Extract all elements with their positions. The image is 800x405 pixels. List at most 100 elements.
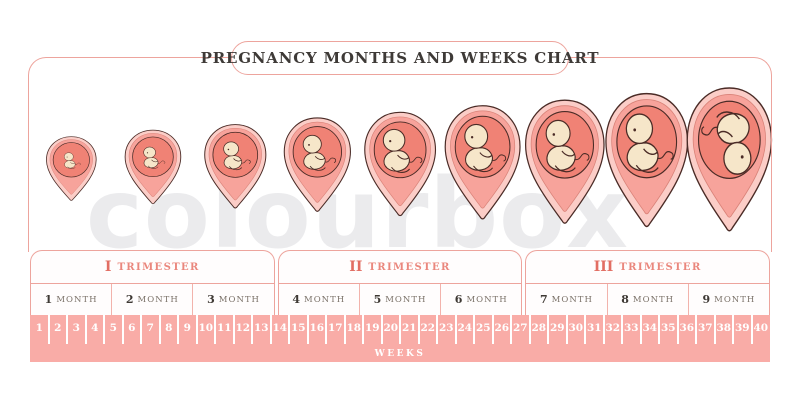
week-number: 3 (72, 322, 80, 334)
week-number: 12 (235, 322, 251, 334)
week-cell-19: 19 (363, 315, 382, 362)
week-number: 40 (753, 322, 769, 334)
week-number: 19 (364, 322, 380, 334)
week-number: 9 (183, 322, 191, 334)
fetus-month-8 (597, 88, 696, 236)
week-number: 30 (568, 322, 584, 334)
month-label: MONTH (137, 294, 179, 305)
week-cell-22: 22 (419, 315, 438, 362)
month-label: MONTH (385, 294, 427, 305)
trimester-numeral: I (104, 259, 112, 275)
month-cell-3: 3 MONTH (193, 284, 273, 315)
week-number: 13 (253, 322, 269, 334)
week-cell-30: 30 (567, 315, 586, 362)
month-label: MONTH (466, 294, 508, 305)
week-number: 11 (216, 322, 232, 334)
weeks-axis-label: WEEKS (374, 349, 426, 359)
week-cell-12: 12 (234, 315, 253, 362)
week-cell-4: 4 (86, 315, 105, 362)
months-row: 7 MONTH 8 MONTH 9 MONTH (526, 284, 769, 315)
month-number: 1 (44, 293, 53, 306)
week-cell-8: 8 (160, 315, 179, 362)
fetus-month-3 (198, 121, 273, 214)
week-number: 26 (494, 322, 510, 334)
trimester-month-table: I TRIMESTER 1 MONTH 2 MONTH 3 MONTH II TRIMESTER 4… (30, 250, 771, 315)
week-number: 7 (146, 322, 154, 334)
month-number: 4 (292, 293, 300, 306)
week-cell-37: 37 (696, 315, 715, 362)
trimester-box-i: I TRIMESTER 1 MONTH 2 MONTH 3 MONTH (30, 250, 275, 315)
week-number: 16 (309, 322, 325, 334)
month-cell-7: 7 MONTH (526, 284, 608, 315)
trimester-numeral: III (593, 259, 614, 275)
week-cell-16: 16 (308, 315, 327, 362)
fetus-month-9 (678, 82, 781, 241)
trimester-numeral: II (349, 259, 363, 275)
week-number: 18 (346, 322, 362, 334)
trimester-box-iii: III TRIMESTER 7 MONTH 8 MONTH 9 MONTH (525, 250, 771, 315)
week-cell-34: 34 (641, 315, 660, 362)
fetus-month-6 (437, 101, 528, 227)
week-cell-26: 26 (493, 315, 512, 362)
week-cell-24: 24 (456, 315, 475, 362)
week-cell-36: 36 (678, 315, 697, 362)
trimester-label: TRIMESTER (619, 261, 702, 273)
week-cell-39: 39 (733, 315, 752, 362)
week-number: 22 (420, 322, 436, 334)
week-cell-18: 18 (345, 315, 364, 362)
week-number: 28 (531, 322, 547, 334)
week-number: 8 (165, 322, 173, 334)
month-cell-8: 8 MONTH (608, 284, 689, 315)
week-number: 25 (475, 322, 491, 334)
week-cell-9: 9 (178, 315, 197, 362)
trimester-header: I TRIMESTER (31, 251, 274, 284)
chart-frame (28, 57, 772, 252)
fetus-month-2 (119, 127, 187, 209)
trimester-label: TRIMESTER (117, 261, 200, 273)
week-number: 37 (697, 322, 713, 334)
week-cell-2: 2 (49, 315, 68, 362)
month-label: MONTH (304, 294, 346, 305)
trimester-header: III TRIMESTER (526, 251, 770, 284)
week-cell-25: 25 (474, 315, 493, 362)
trimester-box-ii: II TRIMESTER 4 MONTH 5 MONTH 6 MONTH (277, 250, 523, 315)
week-cell-13: 13 (252, 315, 271, 362)
month-number: 2 (125, 293, 134, 306)
week-cell-15: 15 (289, 315, 308, 362)
fetus-illustration-row (45, 82, 781, 241)
week-number: 32 (605, 322, 621, 334)
week-cell-11: 11 (215, 315, 234, 362)
month-number: 7 (540, 293, 548, 306)
months-row: 1 MONTH 2 MONTH 3 MONTH (31, 284, 274, 315)
week-cell-31: 31 (585, 315, 604, 362)
week-cell-29: 29 (548, 315, 567, 362)
months-row: 4 MONTH 5 MONTH 6 MONTH (279, 284, 522, 315)
month-number: 8 (621, 293, 629, 306)
week-number: 35 (660, 322, 676, 334)
weeks-axis-band: 1 2 3 4 5 6 7 8 9 10 11 12 13 14 15 16 17 18 19 20 21 22 23 24 2… (30, 315, 770, 362)
week-number: 20 (383, 322, 399, 334)
month-label: MONTH (714, 294, 756, 305)
month-cell-5: 5 MONTH (360, 284, 442, 315)
week-cell-32: 32 (604, 315, 623, 362)
week-number: 24 (457, 322, 473, 334)
week-number: 10 (198, 322, 214, 334)
week-number: 21 (401, 322, 417, 334)
month-number: 9 (702, 293, 711, 306)
week-number: 17 (327, 322, 343, 334)
week-cell-5: 5 (104, 315, 123, 362)
week-number: 23 (438, 322, 454, 334)
month-number: 5 (373, 293, 382, 306)
week-cell-28: 28 (530, 315, 549, 362)
page-title: PREGNANCY MONTHS AND WEEKS CHART (200, 49, 600, 67)
week-number: 38 (716, 322, 732, 334)
month-number: 3 (207, 293, 215, 306)
month-cell-6: 6 MONTH (441, 284, 521, 315)
week-cell-35: 35 (659, 315, 678, 362)
month-cell-2: 2 MONTH (112, 284, 194, 315)
month-label: MONTH (551, 294, 593, 305)
week-cell-38: 38 (715, 315, 734, 362)
week-cell-10: 10 (197, 315, 216, 362)
month-label: MONTH (56, 294, 98, 305)
